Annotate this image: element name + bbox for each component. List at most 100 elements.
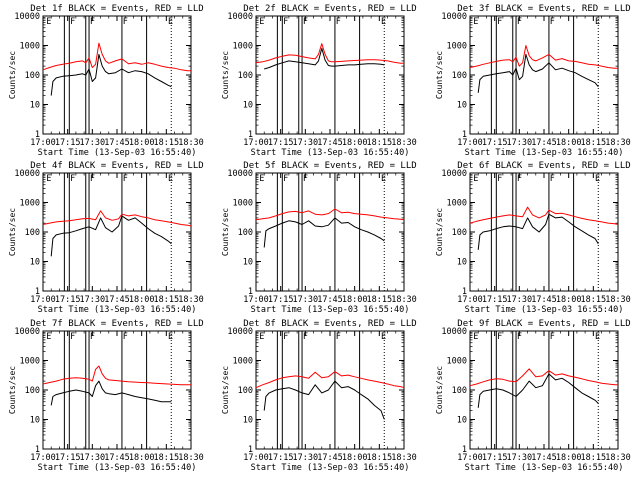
series-events-black (263, 217, 385, 248)
y-tick-label: 10 (457, 258, 467, 268)
panel-title: Det 7f BLACK = Events, RED = LLD (30, 319, 203, 329)
x-tick-label: 18:30 (178, 295, 204, 305)
series-events-black (477, 213, 599, 250)
x-tick-label: 18:15 (581, 138, 607, 148)
y-tick-label: 100 (25, 228, 40, 238)
interval-mark: E (473, 17, 478, 27)
panel-det-5f: Det 5f BLACK = Events, RED = LLD 1 10 100 10… (221, 161, 417, 315)
y-tick-label: 10 (30, 258, 40, 268)
x-tick-label: 18:15 (367, 138, 393, 148)
x-tick-label: 17:45 (531, 295, 557, 305)
y-tick-label: 1000 (20, 357, 40, 367)
y-tick-label: 1000 (233, 199, 253, 209)
interval-mark: F (303, 17, 308, 27)
interval-mark: E (46, 174, 51, 184)
interval-mark: F (517, 332, 522, 342)
y-axis-label: Counts/sec (221, 208, 230, 256)
y-tick-label: 1000 (447, 42, 467, 52)
y-tick-label: 10000 (227, 12, 253, 22)
x-tick-label: 17:00 (457, 295, 483, 305)
panel-det-1f: Det 1f BLACK = Events, RED = LLD 1 10 100 10… (8, 4, 204, 158)
interval-mark: F (497, 174, 502, 184)
series-lld-red (469, 368, 618, 387)
x-tick-label: 17:45 (317, 453, 343, 463)
y-tick-label: 1 (248, 287, 253, 297)
y-tick-label: 1 (462, 445, 467, 455)
panel-title: Det 1f BLACK = Events, RED = LLD (30, 4, 203, 14)
y-tick-label: 10000 (227, 327, 253, 337)
series-lld-red (255, 208, 405, 221)
x-tick-label: 17:15 (268, 295, 294, 305)
y-tick-label: 10000 (14, 327, 40, 337)
x-tick-label: 18:15 (154, 295, 180, 305)
panel-det-2f: Det 2f BLACK = Events, RED = LLD 1 10 100 10… (221, 4, 417, 158)
series-events-black (263, 380, 385, 420)
interval-mark: E (168, 174, 173, 184)
interval-mark: F (90, 17, 95, 27)
x-tick-label: 18:15 (154, 453, 180, 463)
panel-det-8f: Det 8f BLACK = Events, RED = LLD 1 10 100 10… (221, 319, 417, 473)
x-tick-label: 17:00 (457, 138, 483, 148)
y-tick-label: 10 (243, 258, 253, 268)
x-tick-label: 18:30 (605, 295, 631, 305)
y-tick-label: 10000 (227, 169, 253, 179)
y-axis-label: Counts/sec (8, 51, 17, 99)
y-tick-label: 10 (243, 101, 253, 111)
series-lld-red (42, 365, 191, 386)
plot-frame (42, 172, 192, 292)
x-tick-label: 17:30 (80, 295, 106, 305)
series-lld-red (255, 371, 405, 389)
panel-title: Det 4f BLACK = Events, RED = LLD (30, 161, 203, 171)
y-tick-label: 1 (248, 445, 253, 455)
series-events-black (477, 53, 599, 93)
y-axis-label: Counts/sec (8, 208, 17, 256)
x-axis-label: Start Time (13-Sep-03 16:55:40) (38, 305, 197, 315)
series-events-black (50, 215, 172, 257)
x-tick-label: 18:15 (581, 295, 607, 305)
interval-mark: F (123, 17, 128, 27)
interval-mark: F (283, 332, 288, 342)
x-tick-label: 18:30 (391, 138, 417, 148)
x-tick-label: 17:00 (30, 453, 56, 463)
x-tick-label: 17:00 (243, 295, 269, 305)
y-tick-label: 10 (457, 416, 467, 426)
x-axis-label: Start Time (13-Sep-03 16:55:40) (465, 463, 624, 473)
y-axis-label: Counts/sec (435, 51, 444, 99)
x-tick-label: 18:30 (605, 453, 631, 463)
series-events-black (50, 380, 172, 406)
x-tick-label: 17:15 (268, 453, 294, 463)
y-tick-label: 10000 (441, 327, 467, 337)
panel-det-6f: Det 6f BLACK = Events, RED = LLD 1 10 100 10… (435, 161, 631, 315)
y-tick-label: 10 (243, 416, 253, 426)
interval-mark: F (517, 17, 522, 27)
y-tick-label: 10 (30, 416, 40, 426)
x-axis-label: Start Time (13-Sep-03 16:55:40) (251, 148, 410, 158)
interval-mark: F (336, 17, 341, 27)
interval-mark: F (70, 17, 75, 27)
x-tick-label: 17:30 (507, 295, 533, 305)
x-tick-label: 18:30 (391, 295, 417, 305)
x-tick-label: 17:30 (293, 453, 319, 463)
x-tick-label: 18:15 (581, 453, 607, 463)
y-tick-label: 1000 (233, 357, 253, 367)
interval-mark: E (259, 332, 264, 342)
series-events-black (264, 47, 385, 70)
x-tick-label: 18:00 (556, 295, 582, 305)
interval-mark: F (123, 332, 128, 342)
y-tick-label: 100 (238, 71, 253, 81)
series-events-black (50, 53, 172, 96)
interval-mark: F (336, 332, 341, 342)
interval-mark: F (70, 332, 75, 342)
x-tick-label: 17:15 (268, 138, 294, 148)
x-axis-label: Start Time (13-Sep-03 16:55:40) (465, 148, 624, 158)
interval-mark: F (283, 17, 288, 27)
y-tick-label: 1000 (447, 199, 467, 209)
x-axis-label: Start Time (13-Sep-03 16:55:40) (38, 463, 197, 473)
interval-mark: F (550, 17, 555, 27)
interval-mark: E (473, 332, 478, 342)
y-tick-label: 10 (30, 101, 40, 111)
interval-mark: F (70, 174, 75, 184)
x-tick-label: 17:45 (317, 138, 343, 148)
panel-title: Det 8f BLACK = Events, RED = LLD (243, 319, 416, 329)
x-tick-label: 18:00 (342, 295, 368, 305)
